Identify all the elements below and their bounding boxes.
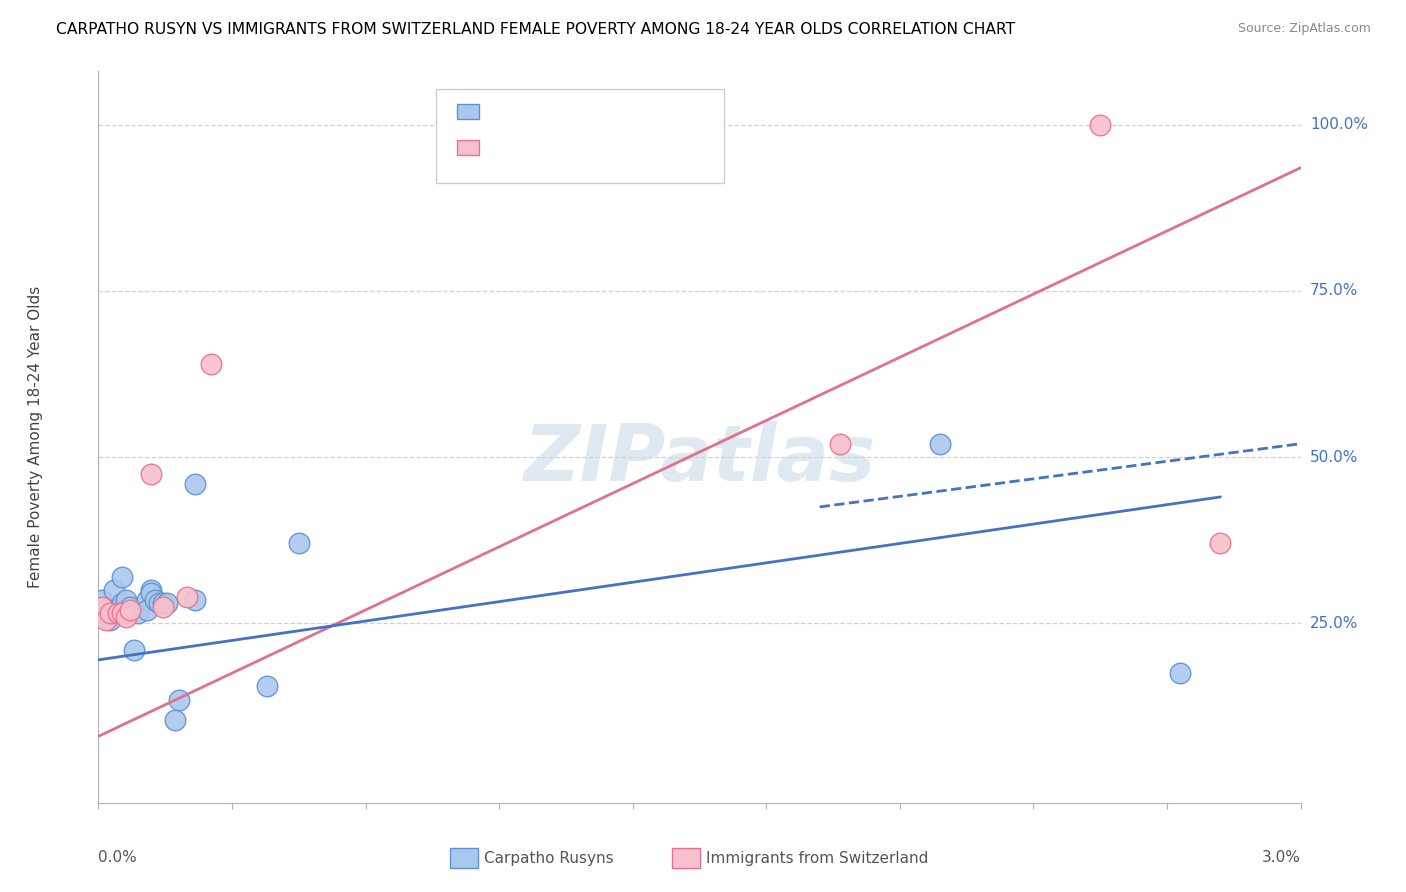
Text: CARPATHO RUSYN VS IMMIGRANTS FROM SWITZERLAND FEMALE POVERTY AMONG 18-24 YEAR OL: CARPATHO RUSYN VS IMMIGRANTS FROM SWITZE…	[56, 22, 1015, 37]
Point	[111, 607, 134, 621]
Point	[135, 593, 157, 607]
Text: Source: ZipAtlas.com: Source: ZipAtlas.com	[1237, 22, 1371, 36]
Text: 0.713: 0.713	[516, 140, 572, 158]
Point	[100, 607, 122, 621]
Point	[488, 118, 510, 132]
Point	[1090, 118, 1112, 132]
Point	[139, 586, 162, 600]
Point	[91, 599, 114, 614]
Point	[200, 357, 222, 371]
Point	[115, 609, 138, 624]
Text: 50.0%: 50.0%	[1310, 450, 1358, 465]
Text: Carpatho Rusyns: Carpatho Rusyns	[484, 851, 613, 865]
Point	[288, 536, 311, 550]
Text: 15: 15	[605, 140, 630, 158]
Point	[124, 643, 146, 657]
Point	[183, 476, 205, 491]
Point	[135, 603, 157, 617]
Point	[152, 596, 174, 610]
Point	[120, 603, 142, 617]
Point	[91, 593, 114, 607]
Point	[128, 607, 150, 621]
Point	[1209, 536, 1232, 550]
Text: Immigrants from Switzerland: Immigrants from Switzerland	[706, 851, 928, 865]
Point	[176, 590, 198, 604]
Point	[96, 613, 118, 627]
Point	[115, 607, 138, 621]
Text: 25.0%: 25.0%	[1310, 615, 1358, 631]
Point	[256, 680, 278, 694]
Text: N =: N =	[575, 140, 614, 158]
Text: Female Poverty Among 18-24 Year Olds: Female Poverty Among 18-24 Year Olds	[28, 286, 44, 588]
Text: 28: 28	[605, 104, 630, 122]
Text: 100.0%: 100.0%	[1310, 117, 1368, 132]
Point	[183, 593, 205, 607]
Point	[155, 596, 177, 610]
Text: 3.0%: 3.0%	[1261, 850, 1301, 865]
Point	[103, 607, 125, 621]
Point	[120, 599, 142, 614]
Point	[107, 603, 129, 617]
Point	[152, 599, 174, 614]
Point	[148, 596, 170, 610]
Point	[107, 607, 129, 621]
Point	[111, 570, 134, 584]
Point	[1170, 666, 1192, 681]
Point	[143, 593, 166, 607]
Text: R =: R =	[488, 140, 527, 158]
Point	[929, 436, 952, 450]
Point	[100, 613, 122, 627]
Point	[139, 467, 162, 481]
Point	[828, 436, 851, 450]
Text: 0.399: 0.399	[516, 104, 572, 122]
Point	[103, 582, 125, 597]
Text: 75.0%: 75.0%	[1310, 284, 1358, 298]
Point	[139, 582, 162, 597]
Point	[96, 603, 118, 617]
Text: N =: N =	[575, 104, 614, 122]
Point	[115, 593, 138, 607]
Text: 0.0%: 0.0%	[98, 850, 138, 865]
Point	[111, 596, 134, 610]
Text: R =: R =	[488, 104, 527, 122]
Point	[163, 713, 186, 727]
Point	[167, 692, 190, 706]
Text: ZIPatlas: ZIPatlas	[523, 421, 876, 497]
